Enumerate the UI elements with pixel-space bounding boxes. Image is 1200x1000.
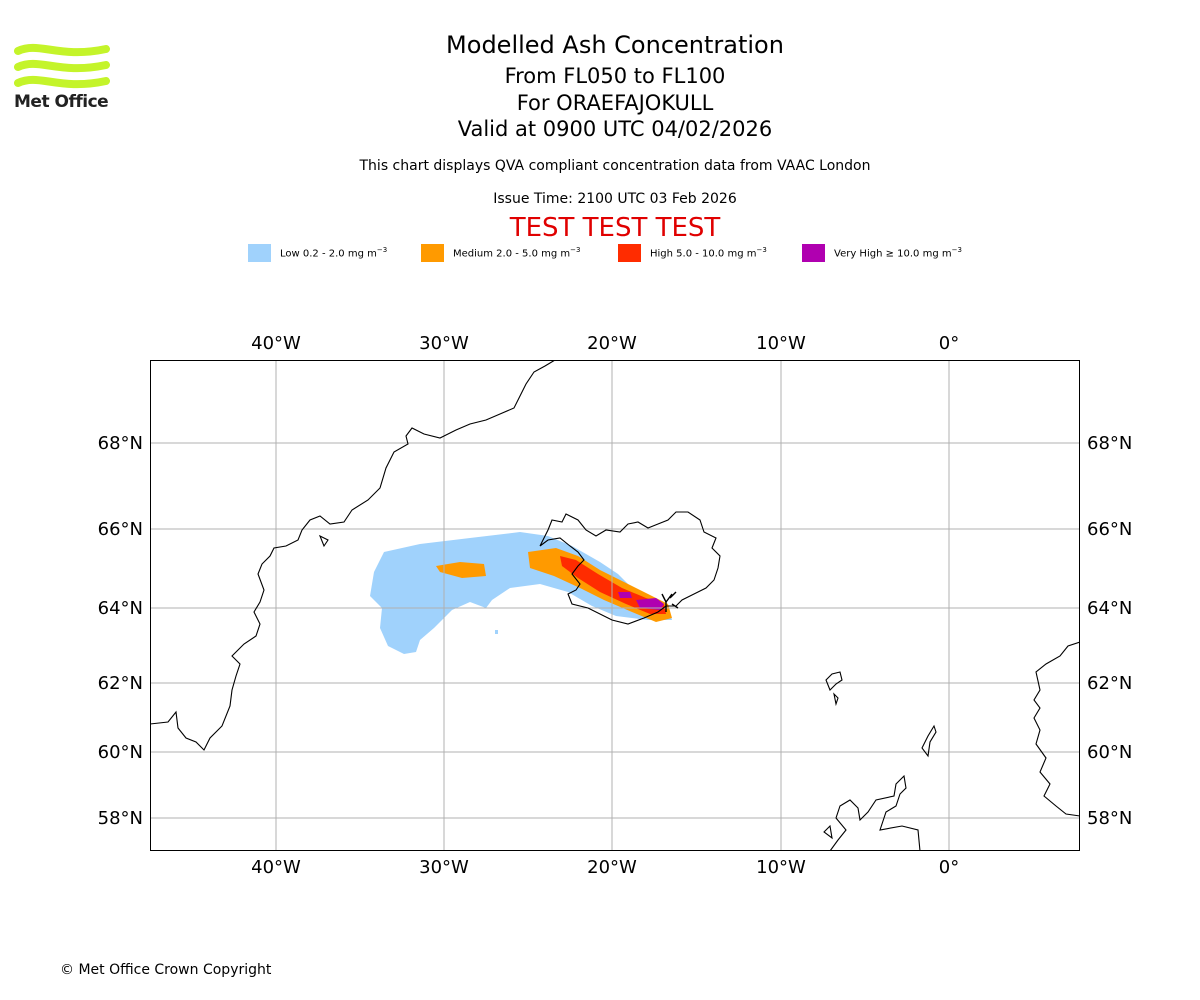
ash-very-high-core [636,598,664,610]
lon-label-bottom: 20°W [587,857,637,878]
legend-swatch-low [248,244,271,262]
lat-label-left: 68°N [98,433,143,454]
norway-coast [1033,641,1080,817]
lon-label-top: 0° [939,333,959,354]
legend-item-very-high: Very High ≥ 10.0 mg m−3 [802,244,962,262]
legend-label-high: High 5.0 - 10.0 mg m [650,248,757,260]
lon-label-top: 20°W [587,333,637,354]
lat-label-right: 58°N [1087,808,1132,829]
legend-item-medium: Medium 2.0 - 5.0 mg m−3 [421,244,580,262]
lat-label-right: 64°N [1087,598,1132,619]
ash-low-speck [495,630,498,634]
lat-label-left: 60°N [98,742,143,763]
legend-item-low: Low 0.2 - 2.0 mg m−3 [248,244,387,262]
lon-label-top: 40°W [251,333,301,354]
greenland-fjord [318,534,329,548]
coastlines [150,360,1080,851]
lon-label-bottom: 40°W [251,857,301,878]
greenland-coast [150,360,556,751]
test-banner: TEST TEST TEST [509,213,721,243]
chart-title: Modelled Ash Concentration [446,31,784,59]
lat-label-right: 66°N [1087,519,1132,540]
legend-label-low: Low 0.2 - 2.0 mg m [280,248,377,260]
valid-time: Valid at 0900 UTC 04/02/2026 [457,117,773,141]
lon-label-bottom: 10°W [756,857,806,878]
lat-label-left: 58°N [98,808,143,829]
legend-swatch-high [618,244,641,262]
volcano-marker-icon [661,591,679,612]
lat-label-left: 64°N [98,598,143,619]
lon-label-bottom: 0° [939,857,959,878]
issue-time: Issue Time: 2100 UTC 03 Feb 2026 [493,191,737,207]
ash-low-area [370,532,672,654]
lat-label-right: 60°N [1087,742,1132,763]
lat-label-right: 68°N [1087,433,1132,454]
lon-label-bottom: 30°W [419,857,469,878]
met-office-logo-text: Met Office [14,92,109,112]
graticule [150,360,1080,851]
volcano-name: For ORAEFAJOKULL [516,91,714,115]
iceland-coast [539,511,721,625]
lon-label-top: 30°W [419,333,469,354]
legend-swatch-medium [421,244,444,262]
scotland-coast [829,774,921,851]
flight-level-range: From FL050 to FL100 [504,64,726,88]
ash-very-high-spot [618,592,632,598]
lat-label-right: 62°N [1087,673,1132,694]
copyright-notice: © Met Office Crown Copyright [60,962,272,978]
ash-high-plume [560,556,666,614]
legend-label-medium: Medium 2.0 - 5.0 mg m [453,248,571,260]
map-frame [150,360,1080,851]
lat-label-left: 62°N [98,673,143,694]
legend-label-very-high: Very High ≥ 10.0 mg m [834,248,952,260]
legend-item-high: High 5.0 - 10.0 mg m−3 [618,244,767,262]
ash-medium-area-west [436,562,486,578]
compliance-note: This chart displays QVA compliant concen… [359,158,871,174]
shetland-islands [921,724,937,758]
lat-label-left: 66°N [98,519,143,540]
met-office-logo [14,43,110,89]
faroe-islands [825,671,843,691]
legend-swatch-very-high [802,244,825,262]
lon-label-top: 10°W [756,333,806,354]
